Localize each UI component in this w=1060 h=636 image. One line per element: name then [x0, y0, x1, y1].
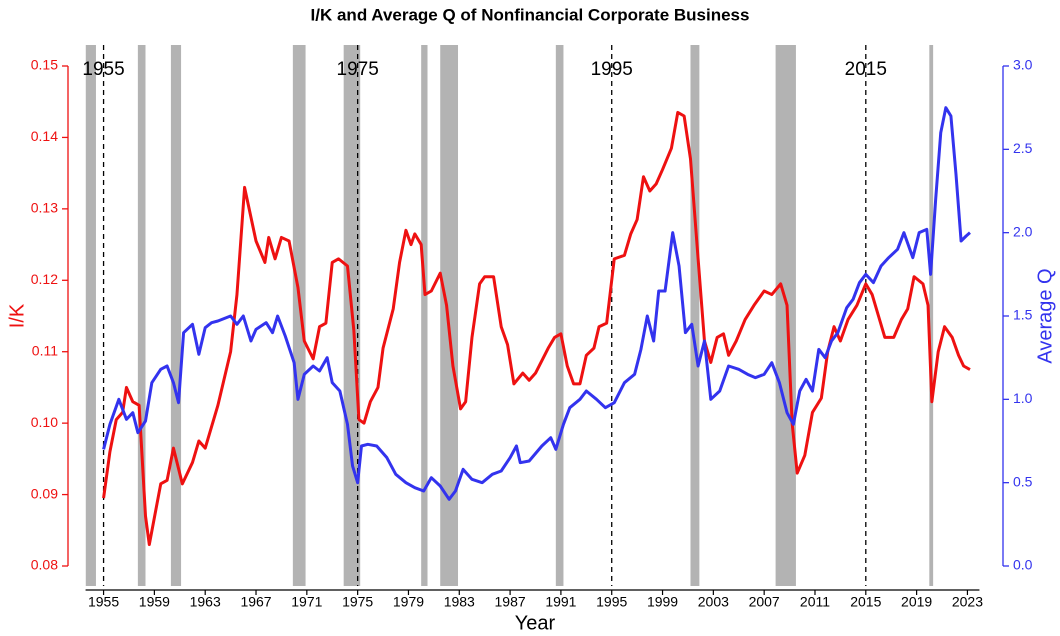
- y2-tick-label: 0.5: [1013, 473, 1033, 489]
- x-tick-label: 1983: [444, 594, 475, 610]
- x-tick-label: 2007: [749, 594, 780, 610]
- shaded-periods: [85, 45, 934, 586]
- y-tick-label: 0.08: [31, 557, 58, 573]
- y-axis-title: I/K: [6, 303, 28, 328]
- y2-axis-title: Average Q: [1034, 268, 1056, 363]
- x-tick-label: 1967: [240, 594, 271, 610]
- shaded-period: [690, 45, 700, 586]
- x-tick-label: 1955: [88, 594, 119, 610]
- y-tick-label: 0.14: [31, 128, 58, 144]
- vline-label: 1995: [591, 59, 633, 80]
- x-tick-label: 2011: [800, 594, 830, 610]
- shaded-period: [85, 45, 96, 586]
- y2-tick-label: 3.0: [1013, 57, 1033, 73]
- y2-tick-label: 2.0: [1013, 223, 1033, 239]
- y2-tick-label: 2.5: [1013, 140, 1033, 156]
- x-tick-label: 1987: [495, 594, 526, 610]
- y2-tick-label: 0.0: [1013, 557, 1033, 573]
- x-tick-label: 1975: [342, 594, 373, 610]
- y-tick-label: 0.09: [31, 485, 58, 501]
- shaded-period: [170, 45, 182, 586]
- vline-label: 1955: [82, 59, 124, 80]
- y-tick-label: 0.11: [32, 342, 58, 358]
- shaded-period: [421, 45, 428, 586]
- x-tick-label: 1963: [190, 594, 221, 610]
- y-tick-label: 0.12: [31, 271, 58, 287]
- x-tick-label: 2023: [952, 594, 983, 610]
- vline-label: 2015: [845, 59, 887, 80]
- y2-tick-label: 1.5: [1013, 307, 1033, 323]
- x-tick-label: 1971: [291, 594, 322, 610]
- y-tick-label: 0.13: [31, 200, 58, 216]
- y-tick-label: 0.10: [31, 414, 58, 430]
- x-tick-label: 1959: [139, 594, 170, 610]
- shaded-period: [137, 45, 146, 586]
- shaded-period: [292, 45, 306, 586]
- x-tick-label: 2003: [698, 594, 729, 610]
- shaded-period: [555, 45, 564, 586]
- x-tick-label: 1999: [647, 594, 678, 610]
- x-axis-title: Year: [515, 612, 556, 634]
- x-tick-label: 1979: [393, 594, 424, 610]
- x-tick-label: 2019: [901, 594, 932, 610]
- shaded-period: [929, 45, 934, 586]
- x-tick-label: 2015: [850, 594, 881, 610]
- y2-tick-label: 1.0: [1013, 390, 1033, 406]
- x-tick-label: 1995: [596, 594, 627, 610]
- shaded-period: [775, 45, 796, 586]
- chart-title: I/K and Average Q of Nonfinancial Corpor…: [311, 5, 750, 24]
- vline-label: 1975: [337, 59, 379, 80]
- series-line: [102, 106, 971, 501]
- y-tick-label: 0.15: [31, 57, 58, 73]
- x-tick-label: 1991: [545, 594, 576, 610]
